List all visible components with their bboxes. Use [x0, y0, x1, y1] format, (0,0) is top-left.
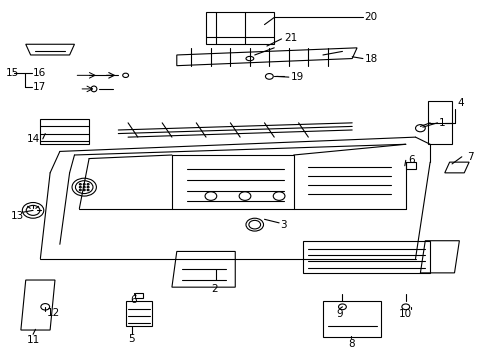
Text: 1: 1: [439, 118, 445, 128]
Text: 19: 19: [291, 72, 305, 82]
Text: 14: 14: [27, 134, 40, 144]
Text: 8: 8: [348, 339, 355, 348]
Bar: [406, 162, 416, 169]
Text: 9: 9: [337, 309, 343, 319]
Text: 17: 17: [33, 82, 47, 92]
Bar: [428, 102, 452, 144]
Bar: [303, 241, 430, 273]
Text: 6: 6: [131, 295, 137, 305]
Text: 13: 13: [11, 211, 24, 221]
Bar: [40, 119, 89, 144]
Text: 16: 16: [33, 68, 47, 78]
Text: 3: 3: [280, 220, 287, 230]
Text: 12: 12: [47, 308, 60, 318]
Text: 21: 21: [284, 33, 297, 43]
Text: 11: 11: [26, 335, 40, 345]
Bar: [125, 301, 152, 327]
Text: 18: 18: [365, 54, 378, 64]
Text: 6: 6: [408, 156, 415, 165]
Text: 20: 20: [365, 13, 377, 22]
Text: 5: 5: [129, 334, 135, 344]
Text: 10: 10: [399, 309, 413, 319]
Bar: [323, 301, 381, 337]
Text: 7: 7: [466, 152, 473, 162]
Bar: [206, 12, 274, 44]
Text: 15: 15: [6, 68, 20, 78]
Text: 4: 4: [457, 98, 464, 108]
Text: 2: 2: [212, 284, 218, 294]
Bar: [135, 293, 143, 298]
